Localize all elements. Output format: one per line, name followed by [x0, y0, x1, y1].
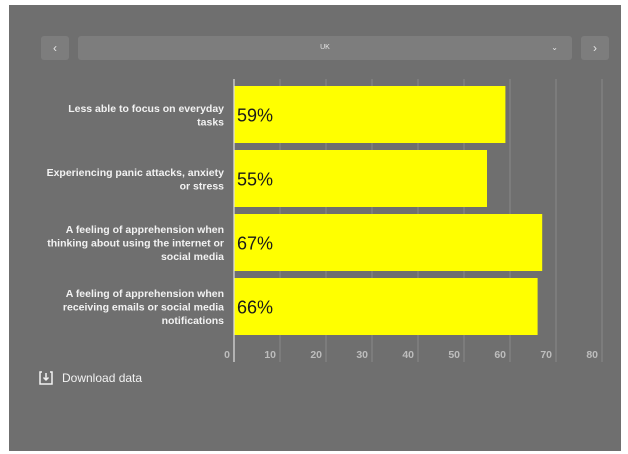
bar-value-label-0: 59%: [237, 106, 273, 126]
chevron-left-icon: ‹: [53, 41, 57, 55]
x-tick-label-8: 80: [586, 349, 598, 361]
category-label-0-1: tasks: [197, 116, 224, 128]
download-data-button[interactable]: Download data: [39, 371, 142, 385]
x-tick-label-7: 70: [540, 349, 552, 361]
category-label-2-0: A feeling of apprehension when: [66, 224, 224, 236]
x-tick-label-0: 0: [224, 349, 230, 361]
x-tick-label-2: 20: [310, 349, 322, 361]
country-select-value: UK: [320, 44, 330, 51]
country-select[interactable]: UK ⌄: [78, 36, 572, 60]
chevron-down-icon: ⌄: [551, 43, 558, 52]
category-label-1-0: Experiencing panic attacks, anxiety: [47, 167, 225, 179]
category-label-3-2: notifications: [162, 315, 225, 327]
x-tick-label-1: 10: [264, 349, 276, 361]
bar-0: [234, 86, 506, 143]
bar-2: [234, 214, 543, 271]
category-label-1-1: or stress: [180, 180, 225, 192]
bar-1: [234, 150, 487, 207]
bar-value-label-1: 55%: [237, 170, 273, 190]
category-label-3-1: receiving emails or social media: [63, 302, 224, 314]
bar-value-label-2: 67%: [237, 234, 273, 254]
previous-button[interactable]: ‹: [41, 36, 69, 60]
download-icon: [39, 371, 53, 385]
x-tick-label-4: 40: [402, 349, 414, 361]
chevron-right-icon: ›: [593, 41, 597, 55]
bar-value-label-3: 66%: [237, 298, 273, 318]
category-label-2-1: thinking about using the internet or: [47, 238, 224, 250]
x-tick-label-6: 60: [494, 349, 506, 361]
bar-3: [234, 278, 538, 335]
x-tick-label-5: 50: [448, 349, 460, 361]
category-label-0-0: Less able to focus on everyday: [68, 103, 224, 115]
next-button[interactable]: ›: [581, 36, 609, 60]
category-label-2-2: social media: [161, 251, 224, 263]
category-label-3-0: A feeling of apprehension when: [66, 288, 224, 300]
x-tick-label-3: 30: [356, 349, 368, 361]
download-data-label: Download data: [62, 371, 143, 385]
